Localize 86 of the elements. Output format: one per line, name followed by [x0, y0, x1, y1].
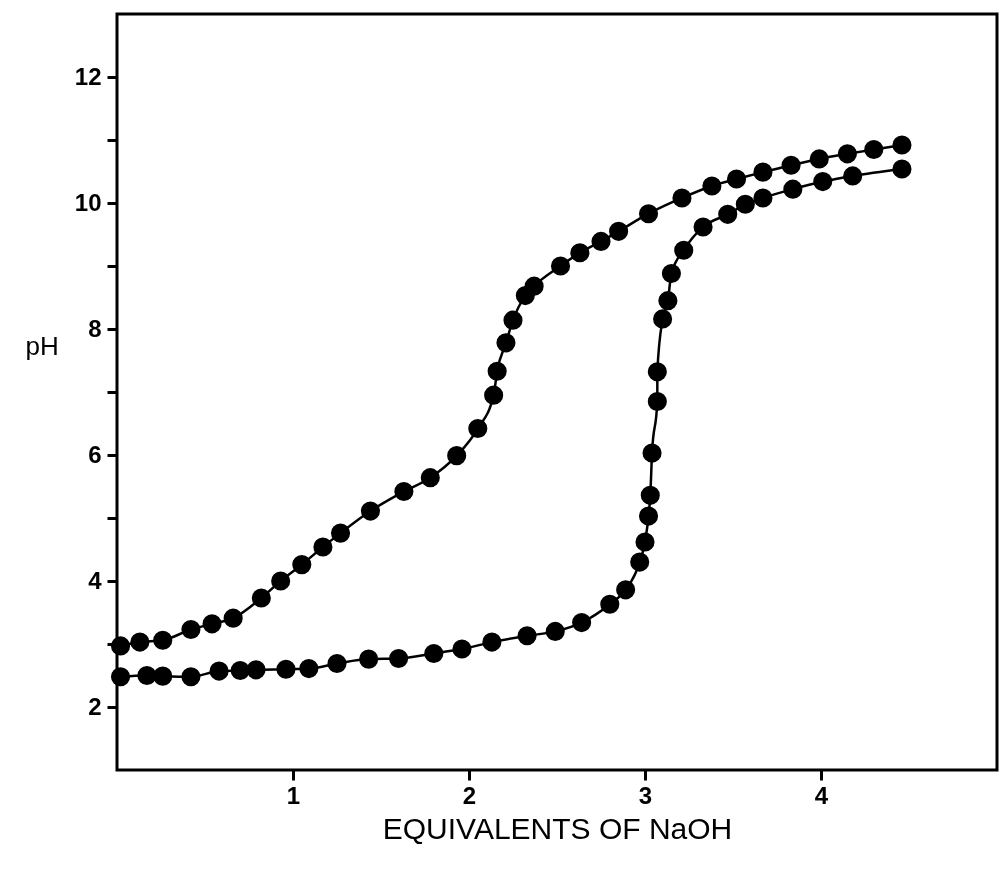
point — [753, 162, 773, 182]
point — [230, 660, 250, 681]
point — [251, 588, 271, 608]
point — [616, 580, 636, 600]
point — [642, 443, 662, 463]
point — [638, 204, 659, 224]
point — [181, 667, 201, 687]
point — [181, 619, 201, 640]
point — [389, 648, 409, 669]
point — [202, 614, 222, 634]
point — [843, 166, 863, 186]
point — [753, 188, 773, 208]
point — [630, 552, 650, 572]
point — [482, 632, 502, 652]
y-tick-label: 2 — [88, 692, 102, 720]
point — [153, 666, 173, 686]
point — [209, 661, 229, 681]
point — [674, 240, 694, 260]
x-tick-label: 3 — [638, 781, 653, 809]
point — [735, 194, 755, 214]
point — [468, 418, 488, 439]
y-axis-title: pH — [25, 330, 59, 361]
point — [420, 468, 440, 488]
point — [223, 608, 243, 628]
point — [813, 172, 833, 192]
point — [545, 621, 565, 641]
point — [638, 506, 659, 526]
point — [330, 523, 351, 543]
point — [359, 649, 379, 669]
y-tick-label: 12 — [74, 62, 102, 90]
point — [635, 532, 655, 552]
point — [313, 537, 333, 557]
point — [394, 481, 414, 502]
point — [360, 501, 380, 521]
point — [447, 446, 467, 466]
x-tick-label: 2 — [462, 781, 477, 809]
point — [484, 385, 504, 405]
point — [653, 309, 673, 329]
point — [640, 485, 660, 505]
point — [661, 264, 681, 284]
point — [550, 256, 571, 276]
point — [517, 626, 537, 646]
point — [246, 660, 266, 680]
point — [783, 179, 803, 199]
point — [718, 204, 738, 224]
point — [137, 665, 157, 686]
point — [110, 636, 131, 656]
point — [647, 391, 667, 411]
point — [496, 333, 516, 353]
point — [153, 630, 173, 650]
point — [572, 613, 592, 633]
y-tick-label: 6 — [88, 440, 102, 468]
point — [658, 291, 678, 311]
point — [809, 149, 829, 169]
point — [424, 643, 444, 663]
point — [271, 571, 291, 591]
point — [503, 310, 523, 330]
point — [781, 155, 801, 175]
point — [110, 667, 131, 687]
point — [591, 231, 611, 251]
point — [726, 169, 747, 189]
point — [892, 159, 912, 179]
x-tick-label: 4 — [814, 781, 829, 809]
point — [570, 243, 590, 263]
y-tick-label: 4 — [88, 566, 103, 594]
point — [487, 361, 507, 381]
point — [837, 144, 857, 164]
point — [130, 632, 150, 652]
x-axis-title: EQUIVALENTS OF NaOH — [382, 811, 733, 845]
point — [524, 276, 544, 296]
point — [702, 176, 722, 196]
point — [892, 135, 912, 155]
y-tick-label: 8 — [88, 314, 102, 342]
point — [327, 653, 347, 674]
point — [292, 555, 312, 575]
point — [609, 221, 629, 241]
point — [864, 139, 884, 159]
y-tick-label: 10 — [74, 188, 102, 216]
point — [600, 594, 620, 614]
point — [276, 659, 296, 679]
point — [299, 659, 319, 679]
x-tick-label: 1 — [286, 781, 301, 809]
point — [672, 188, 692, 208]
point — [647, 362, 667, 382]
point — [452, 639, 472, 659]
point — [693, 217, 713, 237]
